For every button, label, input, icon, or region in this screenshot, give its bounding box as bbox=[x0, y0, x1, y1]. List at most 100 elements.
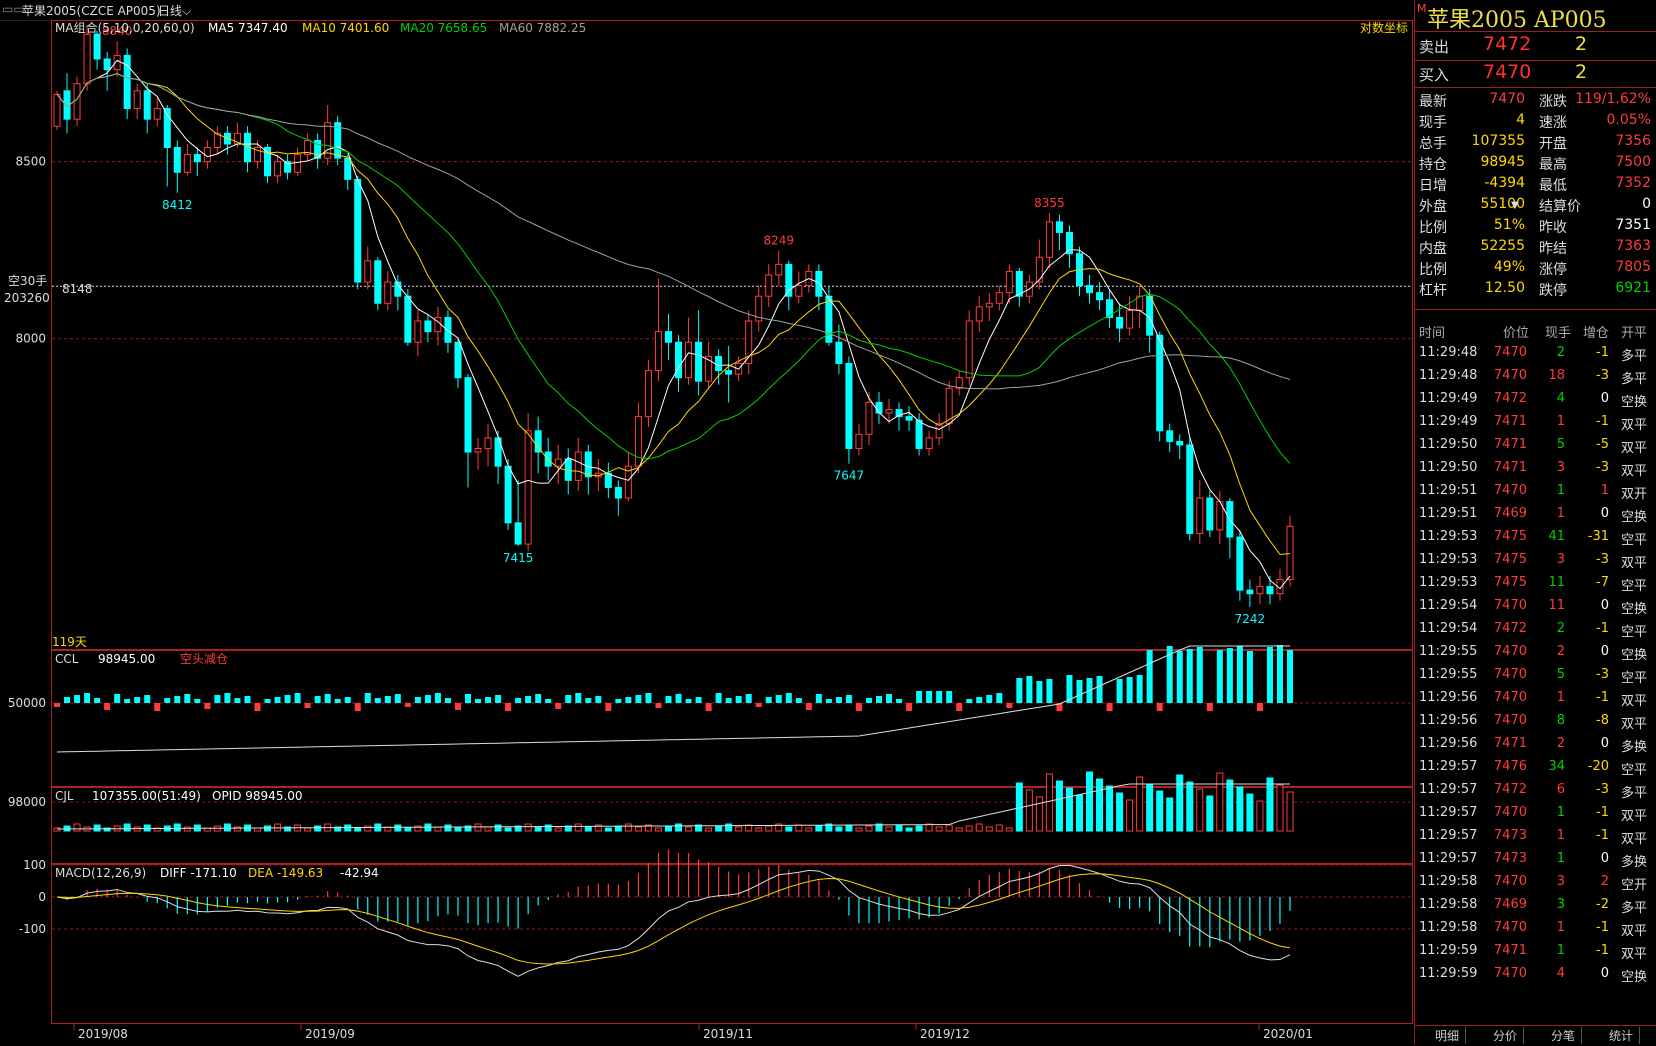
cjl-bar bbox=[354, 827, 362, 832]
trade-row[interactable]: 11:29:53 7475 3 -3 双平 bbox=[1415, 549, 1656, 573]
trade-row[interactable]: 11:29:58 7470 1 -1 双平 bbox=[1415, 917, 1656, 941]
trade-row[interactable]: 11:29:51 7469 1 0 空换 bbox=[1415, 503, 1656, 527]
trade-row[interactable]: 11:29:56 7471 2 0 多换 bbox=[1415, 733, 1656, 757]
ccl-bar bbox=[1036, 681, 1043, 703]
candle bbox=[103, 51, 111, 91]
quote-label: 比例 bbox=[1419, 220, 1447, 236]
ccl-bar bbox=[535, 694, 542, 703]
trade-row[interactable]: 11:29:49 7471 1 -1 双平 bbox=[1415, 411, 1656, 435]
ccl-bar bbox=[845, 695, 852, 703]
trade-row[interactable]: 11:29:59 7471 1 -1 双平 bbox=[1415, 940, 1656, 964]
quote-row: 外盘 55100 结算价 ▼ 0 bbox=[1415, 195, 1656, 216]
ccl-bar bbox=[364, 693, 371, 703]
candle bbox=[885, 398, 893, 424]
trade-row[interactable]: 11:29:54 7470 11 0 空换 bbox=[1415, 595, 1656, 619]
ccl-bar bbox=[264, 699, 271, 703]
ccl-bar bbox=[595, 696, 602, 703]
ccl-bar bbox=[404, 703, 411, 707]
cjl-bar bbox=[1196, 788, 1204, 832]
candle bbox=[815, 264, 823, 311]
ccl-label[interactable]: CCL bbox=[55, 652, 79, 666]
buy-price[interactable]: 7470 bbox=[1483, 61, 1532, 83]
tab-statistics[interactable]: 统计 bbox=[1603, 1027, 1641, 1044]
quote-label: 杠杆 bbox=[1419, 283, 1447, 299]
y-tick-label: 0 bbox=[38, 890, 46, 904]
candle bbox=[1075, 246, 1083, 297]
ccl-bar bbox=[194, 699, 201, 703]
quote-row: 内盘 52255 昨结 7363 bbox=[1415, 237, 1656, 258]
trade-row[interactable]: 11:29:50 7471 5 -5 双平 bbox=[1415, 434, 1656, 458]
trade-row[interactable]: 11:29:58 7469 3 -2 多平 bbox=[1415, 894, 1656, 918]
ccl-bar bbox=[976, 697, 983, 703]
cjl-bar bbox=[484, 826, 492, 832]
trade-row[interactable]: 11:29:57 7473 1 0 多换 bbox=[1415, 848, 1656, 872]
candle bbox=[825, 285, 833, 346]
tab-price-distribution[interactable]: 分价 bbox=[1487, 1027, 1525, 1044]
candle bbox=[1086, 274, 1094, 304]
trade-row[interactable]: 11:29:50 7471 3 -3 双平 bbox=[1415, 457, 1656, 481]
dropdown-arrow-icon[interactable]: ▼ bbox=[1511, 200, 1519, 211]
period-selector[interactable]: 日线⌵ bbox=[158, 2, 191, 19]
cjl-bar bbox=[1176, 774, 1184, 832]
y-tick-label: 8000 bbox=[15, 332, 46, 346]
trade-volume: 1 bbox=[1556, 943, 1565, 958]
trade-volume: 1 bbox=[1556, 483, 1565, 498]
ma-legend-name[interactable]: MA组合(5,10,0,20,60,0) bbox=[55, 20, 195, 35]
log-axis-toggle[interactable]: 对数坐标 bbox=[1360, 20, 1408, 35]
trade-row[interactable]: 11:29:57 7470 1 -1 双平 bbox=[1415, 802, 1656, 826]
sell-price[interactable]: 7472 bbox=[1483, 33, 1532, 55]
quote-label: 昨收 bbox=[1539, 220, 1567, 236]
cjl-label[interactable]: CJL bbox=[55, 789, 74, 803]
ccl-bar bbox=[294, 693, 301, 703]
trade-row[interactable]: 11:29:53 7475 41 -31 空平 bbox=[1415, 526, 1656, 550]
tab-ticks[interactable]: 分笔 bbox=[1545, 1027, 1583, 1044]
trade-row[interactable]: 11:29:56 7470 1 -1 双平 bbox=[1415, 687, 1656, 711]
ccl-bar bbox=[815, 694, 822, 703]
trade-row[interactable]: 11:29:58 7470 3 2 空开 bbox=[1415, 871, 1656, 895]
trade-row[interactable]: 11:29:55 7470 5 -3 空平 bbox=[1415, 664, 1656, 688]
ccl-bar bbox=[775, 695, 782, 703]
trade-row[interactable]: 11:29:55 7470 2 0 空换 bbox=[1415, 641, 1656, 665]
trade-row[interactable]: 11:29:56 7470 8 -8 双平 bbox=[1415, 710, 1656, 734]
ccl-bar bbox=[284, 695, 291, 703]
ccl-bar bbox=[525, 696, 532, 703]
cjl-bar bbox=[1146, 783, 1154, 832]
macd-dea: DEA -149.63 bbox=[248, 866, 323, 880]
trade-row[interactable]: 11:29:57 7476 34 -20 空平 bbox=[1415, 756, 1656, 780]
candle bbox=[464, 374, 472, 488]
macd-diff: DIFF -171.10 bbox=[160, 866, 237, 880]
header-time: 时间 bbox=[1419, 326, 1446, 341]
macd-label[interactable]: MACD(12,26,9) bbox=[55, 866, 146, 880]
trade-row[interactable]: 11:29:54 7472 2 -1 空平 bbox=[1415, 618, 1656, 642]
ma10-legend: MA10 7401.60 bbox=[302, 21, 389, 35]
tab-detail[interactable]: 明细 bbox=[1429, 1027, 1467, 1044]
trade-time: 11:29:57 bbox=[1419, 805, 1478, 820]
candle bbox=[123, 48, 131, 120]
trade-row[interactable]: 11:29:49 7472 4 0 空换 bbox=[1415, 388, 1656, 412]
trade-row[interactable]: 11:29:53 7475 11 -7 空平 bbox=[1415, 572, 1656, 596]
trade-row[interactable]: 11:29:51 7470 1 1 双开 bbox=[1415, 480, 1656, 504]
trade-row[interactable]: 11:29:48 7470 2 -1 多平 bbox=[1415, 342, 1656, 366]
trade-type: 空平 bbox=[1621, 671, 1648, 686]
cjl-bar bbox=[143, 824, 151, 832]
trade-row[interactable]: 11:29:57 7473 1 -1 双平 bbox=[1415, 825, 1656, 849]
cjl-bar bbox=[314, 825, 322, 832]
extreme-label: 8355 bbox=[1034, 196, 1065, 210]
quote-value: 0 bbox=[1642, 196, 1651, 212]
candle bbox=[1236, 529, 1244, 601]
ccl-bar bbox=[53, 703, 61, 707]
candle bbox=[213, 126, 221, 155]
trade-oi-change: -3 bbox=[1596, 552, 1609, 567]
ccl-bar bbox=[545, 699, 552, 703]
quote-row: 杠杆 12.50 跌停 6921 bbox=[1415, 279, 1656, 300]
ccl-bar bbox=[896, 699, 903, 703]
trade-row[interactable]: 11:29:59 7470 4 0 空换 bbox=[1415, 963, 1656, 987]
trade-type: 多平 bbox=[1621, 349, 1648, 364]
trade-row[interactable]: 11:29:48 7470 18 -3 多平 bbox=[1415, 365, 1656, 389]
header-price: 价位 bbox=[1503, 326, 1530, 341]
candle bbox=[755, 285, 763, 332]
chart-area[interactable]: 8500 8000 8840 8412 7415 8249 7647 8355 7242 2019… bbox=[0, 20, 1414, 1045]
trade-row[interactable]: 11:29:57 7472 6 -3 多平 bbox=[1415, 779, 1656, 803]
ccl-bar bbox=[154, 703, 161, 711]
divider bbox=[1415, 60, 1656, 61]
